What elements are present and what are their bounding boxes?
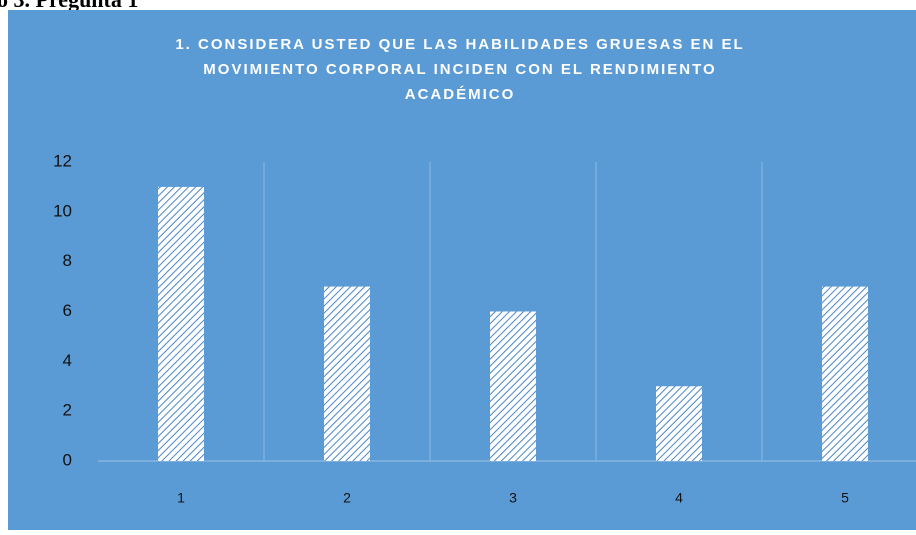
y-tick-label: 4 [63,351,72,370]
chart-title: ACADÉMICO [405,86,516,103]
chart-title: MOVIMIENTO CORPORAL INCIDEN CON EL RENDI… [203,61,716,78]
y-tick-label: 12 [53,151,72,170]
bar [324,286,370,461]
chart-title: 1. CONSIDERA USTED QUE LAS HABILIDADES G… [175,36,744,53]
bar [822,286,868,461]
bar [656,386,702,461]
x-tick-label: 5 [841,490,849,506]
y-tick-label: 0 [63,450,72,469]
y-tick-label: 8 [63,251,72,270]
bar [158,186,204,461]
bar [490,311,536,461]
y-tick-label: 10 [53,201,72,220]
x-tick-label: 1 [177,490,185,506]
x-tick-label: 4 [675,490,683,506]
x-tick-label: 2 [343,490,351,506]
y-tick-label: 6 [63,301,72,320]
x-tick-label: 3 [509,490,517,506]
y-tick-label: 2 [63,401,72,420]
caption: o 3. Pregunta 1 [0,0,138,12]
